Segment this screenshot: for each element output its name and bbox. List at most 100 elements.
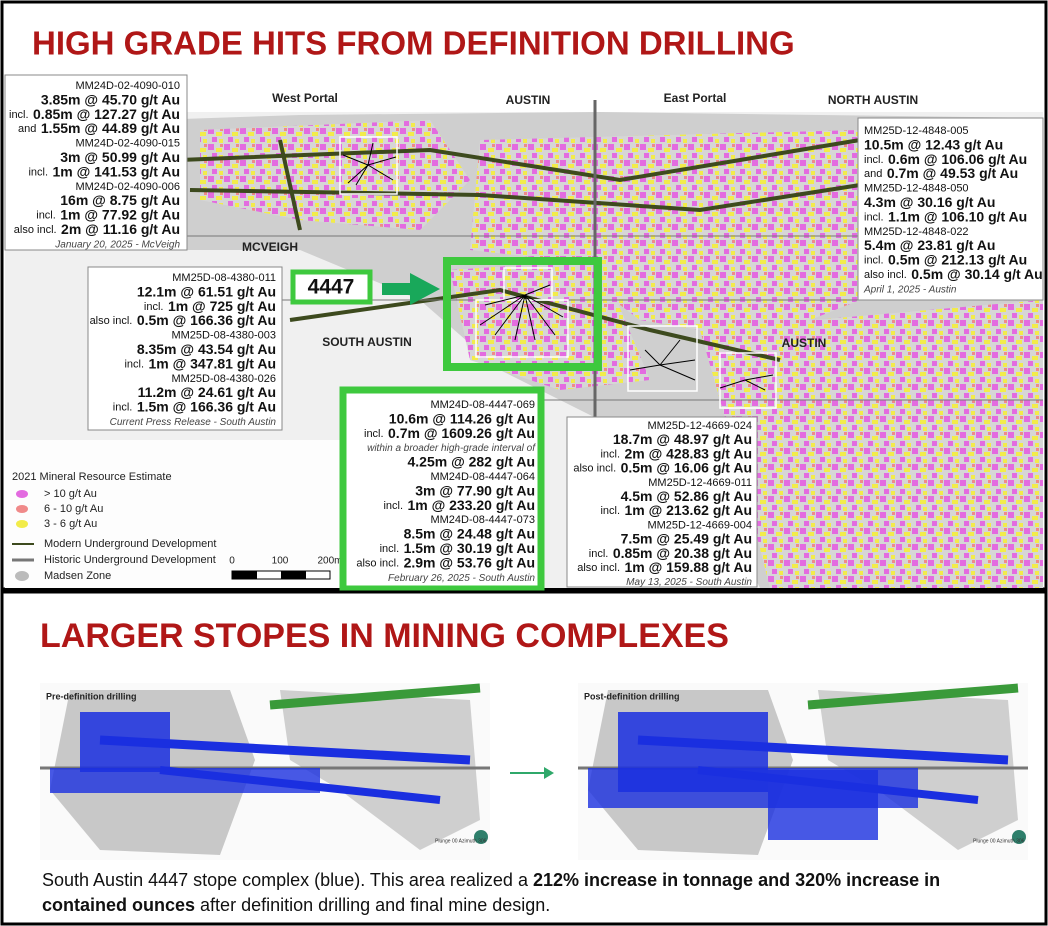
callout-box (339, 386, 545, 593)
caption-bold: 212% increase in tonnage and 320% increa… (42, 870, 941, 915)
legend-items: > 10 g/t Au 6 - 10 g/t Au 3 - 6 g/t Au Mode… (44, 488, 216, 582)
drift (179, 138, 861, 183)
orientation: Plunge 00 Azimuth 306 (435, 838, 487, 844)
intercept: 0.5m @ 212.13 g/t Au (888, 251, 1027, 267)
map-label: AUSTIN (782, 336, 827, 350)
map-label: West Portal (272, 91, 338, 105)
callout-box (566, 416, 758, 588)
callout-line: February 26, 2025 - South Austin (388, 572, 535, 583)
callout-line: and 0.7m @ 49.53 g/t Au (864, 165, 1018, 183)
model-panel: Post-definition drilling Plunge 00 Azimut… (578, 683, 1028, 860)
hole-id: MM24D-02-4090-010 (75, 80, 180, 92)
prefix: incl. (28, 166, 48, 178)
model-panels: Pre-definition drilling Plunge 00 Azimuth… (40, 683, 1028, 860)
intercept: 1.55m @ 44.89 g/t Au (41, 120, 180, 136)
prefix: incl. (383, 500, 403, 512)
scale-label: 200m (317, 556, 342, 567)
hole-id: MM25D-12-4848-005 (864, 125, 969, 137)
ore-zone (470, 130, 860, 340)
callout-line: MM25D-12-4848-005 (864, 125, 969, 137)
hole-id: MM25D-12-4669-004 (647, 519, 752, 531)
prefix: incl. (589, 548, 609, 560)
intercept: 2.9m @ 53.76 g/t Au (404, 554, 535, 570)
intercept: 16m @ 8.75 g/t Au (60, 192, 180, 208)
note: within a broader high-grade interval of (367, 443, 536, 454)
prefix: and (864, 168, 882, 180)
prefix: and (18, 123, 36, 135)
callout-line: MM25D-08-4380-026 (171, 373, 276, 385)
intercept: 0.5m @ 16.06 g/t Au (621, 459, 752, 475)
scale-label: 0 (229, 556, 235, 567)
prefix: also incl. (577, 562, 620, 574)
scale-label: 100 (272, 556, 289, 567)
hole-id: MM25D-12-4669-011 (648, 477, 752, 489)
legend-label: Madsen Zone (44, 570, 111, 582)
intercept: 2m @ 11.16 g/t Au (61, 221, 180, 237)
hole-id: MM25D-08-4380-011 (172, 272, 276, 284)
prefix: incl. (36, 210, 56, 222)
caption: South Austin 4447 stope complex (blue). … (42, 868, 1002, 918)
intercept: 3.85m @ 45.70 g/t Au (41, 91, 180, 107)
intercept: 8.5m @ 24.48 g/t Au (404, 525, 535, 541)
callout-line: MM25D-12-4848-022 (864, 226, 969, 238)
callout-line: also incl. 2m @ 11.16 g/t Au (14, 221, 180, 239)
map-label: MCVEIGH (242, 240, 298, 254)
legend-swatch (16, 520, 28, 528)
callout-line: also incl. 0.5m @ 16.06 g/t Au (573, 459, 752, 477)
underground-development (179, 138, 861, 362)
intercept: 0.85m @ 20.38 g/t Au (613, 545, 752, 561)
legend-swatch (15, 571, 29, 581)
callout-line: MM25D-12-4848-050 (864, 183, 969, 195)
intercept: 1m @ 233.20 g/t Au (407, 497, 535, 513)
intercept: 0.7m @ 1609.26 g/t Au (388, 425, 535, 441)
callout-line: incl. 1m @ 233.20 g/t Au (383, 497, 535, 515)
hole-id: MM24D-08-4447-064 (430, 471, 535, 483)
intercept: 4.3m @ 30.16 g/t Au (864, 194, 995, 210)
rock (280, 690, 480, 850)
callout-line: MM25D-08-4380-011 (172, 272, 276, 284)
intercept: 0.6m @ 106.06 g/t Au (888, 151, 1027, 167)
intercept: 0.85m @ 127.27 g/t Au (33, 106, 180, 122)
traces (629, 339, 696, 381)
prefix: incl. (380, 543, 400, 555)
fan-box (339, 136, 398, 195)
fan-box (475, 299, 569, 358)
map-label: AUSTIN (506, 93, 551, 107)
callout-line: 12.1m @ 61.51 g/t Au (137, 283, 276, 299)
model-panel: Pre-definition drilling Plunge 00 Azimuth… (40, 683, 490, 860)
intercept: 5.4m @ 23.81 g/t Au (864, 237, 995, 253)
ore-zone (200, 120, 470, 230)
intercept: 1m @ 77.92 g/t Au (60, 206, 180, 222)
legend-label: 3 - 6 g/t Au (44, 518, 97, 530)
callout-line: 3m @ 77.90 g/t Au (415, 482, 535, 498)
legend-swatch (16, 505, 28, 513)
map-label: NORTH AUSTIN (828, 93, 918, 107)
callout-line: April 1, 2025 - Austin (863, 284, 957, 295)
prefix: incl. (9, 109, 29, 121)
intercept: 0.5m @ 166.36 g/t Au (137, 312, 276, 328)
callout-line: incl. 1.1m @ 106.10 g/t Au (864, 208, 1027, 226)
callout-line: also incl. 1m @ 159.88 g/t Au (577, 559, 752, 577)
scale-labels: 0 100 200m (229, 556, 342, 567)
callout-line: also incl. 0.5m @ 166.36 g/t Au (90, 312, 276, 330)
prefix: also incl. (573, 463, 616, 475)
drift (278, 139, 302, 231)
legend-label: 6 - 10 g/t Au (44, 503, 103, 515)
callout-line: incl. 0.7m @ 1609.26 g/t Au (364, 425, 535, 443)
drill-traces (342, 142, 774, 391)
prefix: also incl. (356, 557, 399, 569)
intercept: 18.7m @ 48.97 g/t Au (613, 431, 752, 447)
callout-line: 3.85m @ 45.70 g/t Au (41, 91, 180, 107)
intercept: 1m @ 141.53 g/t Au (52, 163, 180, 179)
arrow (382, 273, 440, 305)
hole-id: MM25D-12-4669-024 (647, 420, 752, 432)
callout-line: MM24D-02-4090-010 (75, 80, 180, 92)
callout-line: within a broader high-grade interval of (367, 443, 536, 454)
intercept: 10.5m @ 12.43 g/t Au (864, 136, 1003, 152)
intercept: 7.5m @ 25.49 g/t Au (621, 530, 752, 546)
intercept: 11.2m @ 24.61 g/t Au (138, 384, 276, 400)
